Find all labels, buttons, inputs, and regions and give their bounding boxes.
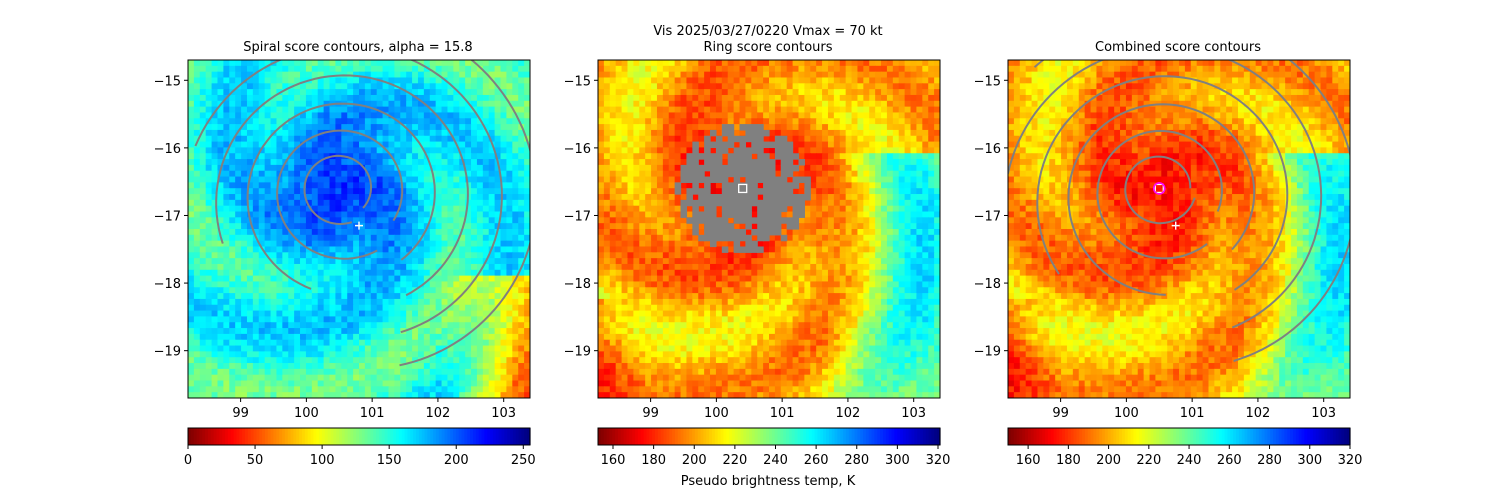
x-tick-label: 101 — [770, 406, 795, 421]
x-tick-label: 102 — [1246, 406, 1271, 421]
center-plus-marker — [1171, 221, 1180, 230]
x-tick-label: 100 — [294, 406, 319, 421]
spiral-contour — [1008, 60, 1323, 329]
colorbar-tick-label: 220 — [722, 453, 747, 468]
colorbar-tick-label: 160 — [601, 453, 626, 468]
axes-frame — [1007, 59, 1351, 399]
panel-combined: Combined score contours 99 100 101 102 103 −1… — [974, 40, 1363, 468]
colorbar-tick-label: 220 — [1136, 453, 1161, 468]
y-tick-label: −15 — [974, 74, 1001, 89]
x-tick-label: 99 — [642, 406, 659, 421]
colorbar-tick-label: 200 — [1096, 453, 1121, 468]
colorbar-tick-label: 50 — [247, 453, 264, 468]
colorbar-tick-label: 240 — [763, 453, 788, 468]
panel-title: Combined score contours — [1095, 40, 1261, 55]
colorbar-tick-label: 320 — [1338, 453, 1363, 468]
x-tick-label: 99 — [1052, 406, 1069, 421]
y-tick-label: −15 — [564, 74, 591, 89]
x-tick-label: 102 — [836, 406, 861, 421]
colorbar-tick-label: 280 — [844, 453, 869, 468]
colorbar-tick-label: 180 — [1056, 453, 1081, 468]
colorbar-tick-label: 150 — [377, 453, 402, 468]
y-tick-label: −16 — [564, 142, 591, 157]
x-tick-label: 101 — [1180, 406, 1205, 421]
colorbar-tick-label: 0 — [184, 453, 192, 468]
spiral-contour — [194, 60, 503, 334]
spiral-contour — [1124, 155, 1196, 225]
y-tick-label: −16 — [974, 142, 1001, 157]
colorbar-tick-label: 100 — [310, 453, 335, 468]
colorbar: 160 180 200 220 240 260 280 300 320 — [597, 427, 951, 468]
y-tick-label: −19 — [154, 345, 181, 360]
spiral-contour — [303, 154, 372, 225]
x-tick-label: 103 — [491, 406, 516, 421]
x-tick-label: 103 — [1311, 406, 1336, 421]
x-tick-label: 102 — [426, 406, 451, 421]
spiral-contour — [1096, 129, 1223, 260]
colorbar-tick-label: 250 — [511, 453, 536, 468]
colorbar-tick-label: 300 — [885, 453, 910, 468]
colorbar-tick-label: 200 — [682, 453, 707, 468]
ring-circle-marker — [1152, 182, 1166, 195]
spiral-contour — [1033, 60, 1350, 362]
axes-frame — [187, 59, 531, 399]
panel-ring: Ring score contours 99 100 101 102 103 −15 −16… — [564, 40, 951, 468]
heatmap-image — [188, 60, 530, 398]
panel-spiral: Spiral score contours, alpha = 15.8 99 10… — [154, 40, 536, 468]
colorbar-tick-label: 260 — [804, 453, 829, 468]
x-tick-label: 101 — [360, 406, 385, 421]
colorbar-tick-label: 300 — [1297, 453, 1322, 468]
y-tick-label: −18 — [974, 277, 1001, 292]
colorbar-tick-label: 320 — [926, 453, 951, 468]
colorbar-tick-label: 280 — [1257, 453, 1282, 468]
panel-title: Ring score contours — [703, 40, 832, 55]
colorbar: 0 50 100 150 200 250 — [184, 427, 536, 468]
y-tick-label: −18 — [154, 277, 181, 292]
spiral-contour — [1036, 75, 1289, 291]
ring-score-patch — [674, 124, 811, 253]
colorbar: 160 180 200 220 240 260 280 300 320 — [1007, 427, 1363, 468]
y-tick-label: −18 — [564, 277, 591, 292]
colorbar-tick-label: 240 — [1177, 453, 1202, 468]
x-tick-label: 100 — [1114, 406, 1139, 421]
spiral-contour — [399, 60, 530, 367]
center-plus-marker — [355, 221, 363, 230]
y-tick-label: −17 — [564, 209, 591, 224]
y-tick-label: −17 — [154, 209, 181, 224]
figure-suptitle: Vis 2025/03/27/0220 Vmax = 70 kt — [653, 24, 882, 39]
colorbar-tick-label: 180 — [641, 453, 666, 468]
colorbar-tick-label: 200 — [444, 453, 469, 468]
y-tick-label: −15 — [154, 74, 181, 89]
spiral-contour — [246, 102, 436, 290]
panel-title: Spiral score contours, alpha = 15.8 — [243, 40, 472, 55]
spiral-contour — [276, 129, 404, 260]
y-tick-label: −19 — [564, 345, 591, 360]
center-square-marker — [1154, 183, 1164, 194]
y-tick-label: −16 — [154, 142, 181, 157]
y-tick-label: −17 — [974, 209, 1001, 224]
y-tick-label: −19 — [974, 345, 1001, 360]
spiral-contour — [215, 74, 469, 297]
axes-frame — [597, 59, 941, 399]
heatmap-image — [1008, 60, 1350, 398]
x-tick-label: 99 — [232, 406, 249, 421]
colorbar-label: Pseudo brightness temp, K — [681, 474, 856, 489]
colorbar-tick-label: 260 — [1217, 453, 1242, 468]
x-tick-label: 100 — [704, 406, 729, 421]
spiral-contour — [1067, 103, 1256, 296]
x-tick-label: 103 — [901, 406, 926, 421]
center-square-marker — [738, 183, 748, 194]
colorbar-tick-label: 160 — [1016, 453, 1041, 468]
